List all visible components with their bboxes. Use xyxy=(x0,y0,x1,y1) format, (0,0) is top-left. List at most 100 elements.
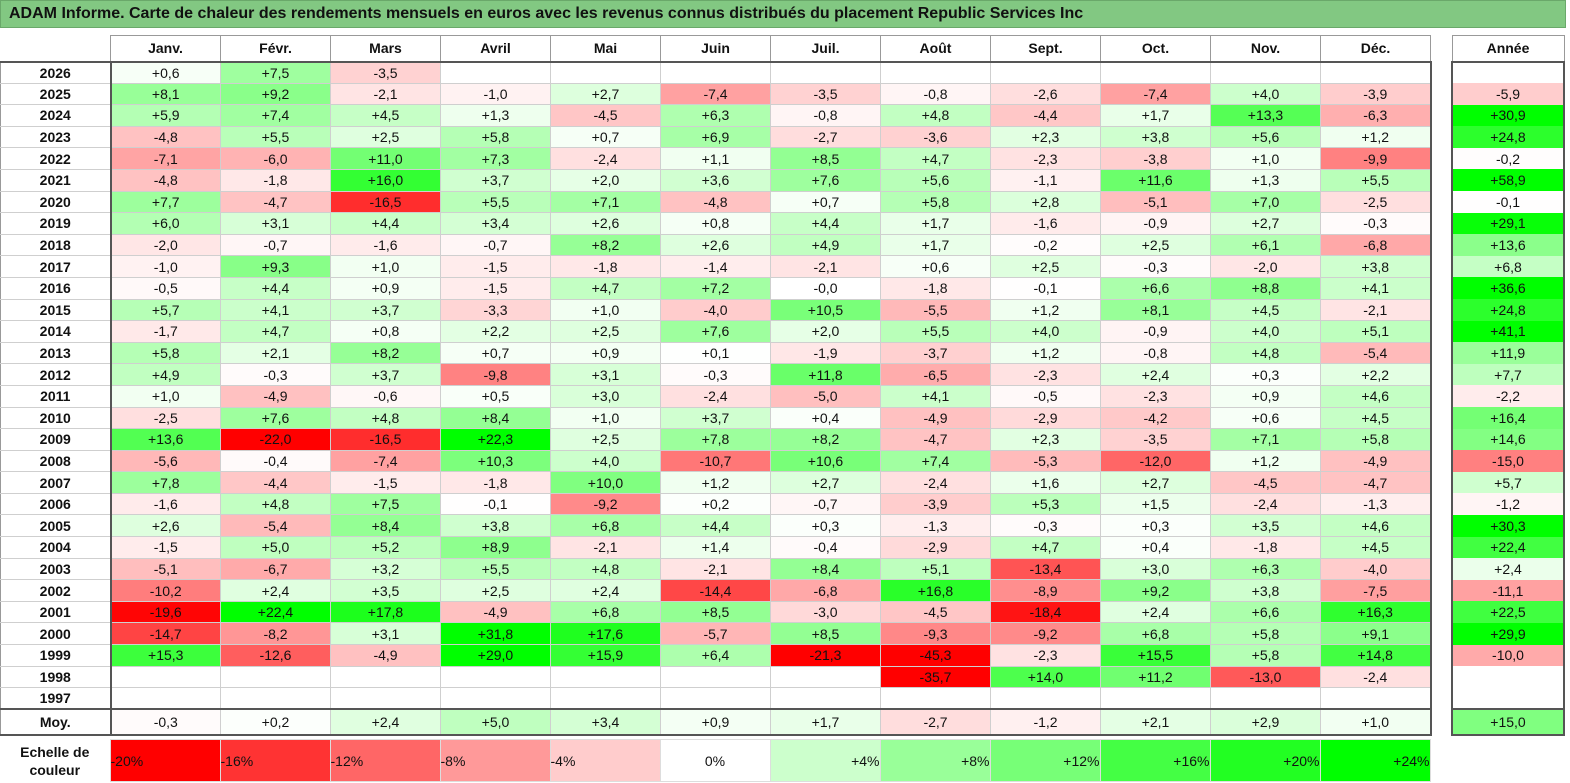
year-label: 2016 xyxy=(0,276,112,300)
heat-cell: +6,3 xyxy=(1210,557,1321,581)
heat-cell: +7,2 xyxy=(660,276,771,300)
heat-cell: -1,1 xyxy=(990,168,1101,192)
heat-cell: +7,6 xyxy=(660,320,771,343)
corner-cell xyxy=(1,36,111,62)
month-header-7: Août xyxy=(880,35,991,62)
heat-cell: +8,1 xyxy=(110,82,221,106)
year-row: 2023 -4,8 +5,5 +2,5 +5,8 +0,7 +6,9 -2,7 -3,6 +2,3… xyxy=(0,125,1432,149)
heat-cell xyxy=(220,665,331,689)
heat-cell: +9,2 xyxy=(220,82,331,106)
heat-cell: +14,8 xyxy=(1320,644,1432,667)
heat-cell: +2,5 xyxy=(550,320,661,343)
heat-cell: +1,2 xyxy=(990,298,1101,322)
heat-cell xyxy=(1320,60,1432,84)
heat-cell: -4,8 xyxy=(110,125,221,149)
heat-cell: +2,4 xyxy=(550,579,661,602)
year-row: 2020 +7,7 -4,7 -16,5 +5,5 +7,1 -4,8 +0,7 +5,8 +2,… xyxy=(0,190,1432,214)
year-label: 2019 xyxy=(0,212,112,235)
color-scale-swatch: +20% xyxy=(1209,739,1321,782)
heat-cell: +2,4 xyxy=(220,579,331,602)
annual-cell: -2,2 xyxy=(1451,385,1565,407)
heat-cell: +2,2 xyxy=(440,320,551,343)
heat-cell: +5,8 xyxy=(880,190,991,214)
year-row: 2016 -0,5 +4,4 +0,9 -1,5 +4,7 +7,2 -0,0 -1,8 -0,1… xyxy=(0,276,1432,300)
heat-cell: +15,9 xyxy=(550,644,661,667)
heat-cell: -4,7 xyxy=(220,190,331,214)
year-label: 2006 xyxy=(0,492,112,516)
heat-cell: +5,8 xyxy=(440,125,551,149)
heat-cell xyxy=(550,60,661,84)
heat-cell: +0,7 xyxy=(550,125,661,149)
heat-cell: +2,7 xyxy=(1100,471,1211,494)
heat-cell: -1,9 xyxy=(770,341,881,365)
heat-cell: +3,8 xyxy=(440,514,551,538)
heat-cell: -5,6 xyxy=(110,449,221,473)
heat-cell: +7,6 xyxy=(770,168,881,192)
heat-cell: -5,1 xyxy=(1100,190,1211,214)
annual-cell: -0,1 xyxy=(1451,191,1565,213)
heat-cell: +0,6 xyxy=(1210,406,1321,430)
heat-cell: +3,6 xyxy=(660,168,771,192)
heat-cell: +17,8 xyxy=(330,600,441,624)
heat-cell xyxy=(880,687,991,710)
heat-cell: +14,0 xyxy=(990,665,1101,689)
heat-cell: -4,7 xyxy=(1320,471,1432,494)
heat-cell: -2,0 xyxy=(1210,255,1321,278)
heat-cell: -1,5 xyxy=(440,255,551,278)
month-header-3: Avril xyxy=(440,35,551,62)
heat-cell: -4,8 xyxy=(660,190,771,214)
heat-cell: -8,9 xyxy=(990,579,1101,602)
year-label: 1997 xyxy=(0,687,112,710)
heat-cell: +5,8 xyxy=(1210,622,1321,646)
annual-cell: +6,8 xyxy=(1451,255,1565,278)
heat-cell: +4,4 xyxy=(330,212,441,235)
heat-cell: +5,6 xyxy=(1210,125,1321,149)
heat-cell: +4,4 xyxy=(660,514,771,538)
heat-cell: -0,8 xyxy=(770,104,881,127)
heat-cell: -1,5 xyxy=(330,471,441,494)
heat-cell: +3,0 xyxy=(1100,557,1211,581)
heat-cell: +0,9 xyxy=(1210,384,1321,408)
heat-cell: +1,7 xyxy=(880,233,991,257)
heat-cell: -4,0 xyxy=(660,298,771,322)
heat-cell: +4,5 xyxy=(330,104,441,127)
heat-cell: +7,3 xyxy=(440,147,551,170)
heat-cell: -3,5 xyxy=(1100,428,1211,451)
heat-cell: +1,1 xyxy=(660,147,771,170)
heat-cell: +2,7 xyxy=(1210,212,1321,235)
heat-cell: +1,4 xyxy=(660,536,771,559)
heat-cell: -0,4 xyxy=(770,536,881,559)
heat-cell: -4,5 xyxy=(880,600,991,624)
heat-cell: +1,0 xyxy=(330,255,441,278)
year-row: 2013 +5,8 +2,1 +8,2 +0,7 +0,9 +0,1 -1,9 -3,7 +1,2… xyxy=(0,341,1432,365)
heat-cell: +2,5 xyxy=(990,255,1101,278)
average-row: Moy. -0,3 +0,2 +2,4 +5,0 +3,4 +0,9 +1,7 -2,7 -1,2… xyxy=(0,708,1432,737)
heat-cell: -14,7 xyxy=(110,622,221,646)
heat-cell: -0,3 xyxy=(660,363,771,386)
heat-cell: -2,4 xyxy=(1210,492,1321,516)
heat-cell: -1,6 xyxy=(330,233,441,257)
heat-cell: -6,8 xyxy=(770,579,881,602)
heat-cell: -2,5 xyxy=(1320,190,1432,214)
heat-cell: +13,6 xyxy=(110,428,221,451)
year-row: 2009 +13,6 -22,0 -16,5 +22,3 +2,5 +7,8 +8,2 -4,7… xyxy=(0,428,1432,451)
heat-cell: +2,2 xyxy=(1320,363,1432,386)
year-row: 2000 -14,7 -8,2 +3,1 +31,8 +17,6 -5,7 +8,5 -9,3-… xyxy=(0,622,1432,646)
heat-cell: -2,3 xyxy=(1100,384,1211,408)
year-label: 2021 xyxy=(0,168,112,192)
heat-cell: +15,3 xyxy=(110,644,221,667)
heat-cell: +6,4 xyxy=(660,644,771,667)
heat-cell: -2,4 xyxy=(1320,665,1432,689)
heat-cell: +22,4 xyxy=(220,600,331,624)
year-row: 2001 -19,6 +22,4 +17,8 -4,9 +6,8 +8,5 -3,0 -4,5-… xyxy=(0,600,1432,624)
year-label: 2007 xyxy=(0,471,112,494)
heat-cell: -21,3 xyxy=(770,644,881,667)
year-label: 2008 xyxy=(0,449,112,473)
heat-cell: +0,6 xyxy=(110,60,221,84)
color-scale-swatch: +12% xyxy=(989,739,1101,782)
heat-cell: +2,5 xyxy=(550,428,661,451)
heat-cell: +7,4 xyxy=(880,449,991,473)
heat-cell: -4,5 xyxy=(550,104,661,127)
heat-cell: +1,3 xyxy=(440,104,551,127)
year-row: 2010 -2,5 +7,6 +4,8 +8,4 +1,0 +3,7 +0,4 -4,9 -2,9… xyxy=(0,406,1432,430)
